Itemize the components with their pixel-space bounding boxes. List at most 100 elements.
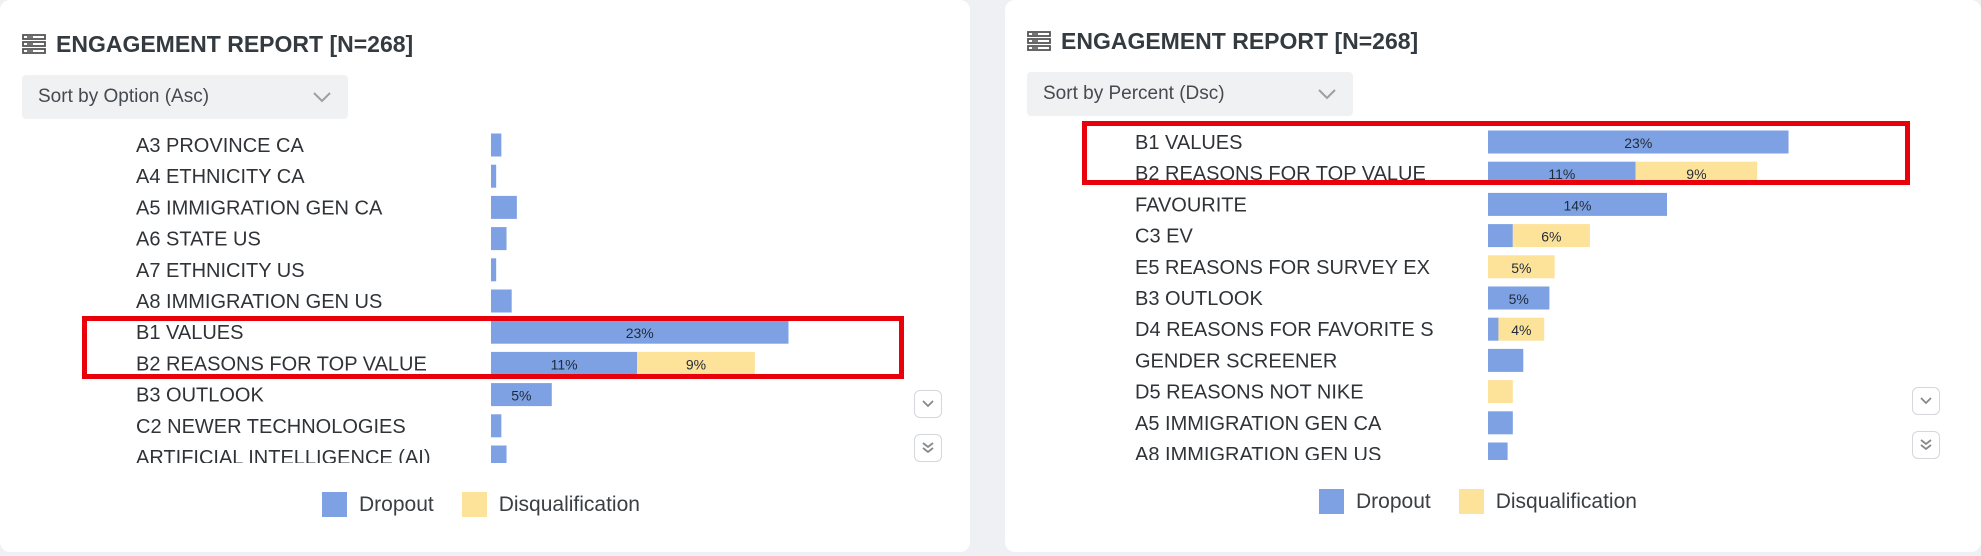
bar-value-label: 11% — [1548, 166, 1575, 182]
bar-dropout[interactable] — [491, 164, 497, 188]
panel-title-text: ENGAGEMENT REPORT [N=268] — [56, 30, 414, 57]
bar-dropout[interactable] — [491, 227, 507, 251]
chart-legend: Dropout Disqualification — [1319, 489, 1651, 514]
bar-value-label: 5% — [1511, 260, 1531, 276]
legend-label-dropout: Dropout — [359, 492, 434, 516]
legend-swatch-dropout — [322, 492, 347, 517]
bar-value-label: 5% — [1509, 291, 1529, 307]
category-label: B3 OUTLOOK — [136, 385, 264, 407]
bar-value-label: 5% — [511, 388, 531, 404]
bar-dropout[interactable] — [1488, 161, 1636, 185]
bar-chart-right: B1 VALUES 23% B2 REASONS FOR TOP VALUE 11% 9… — [1005, 122, 1981, 460]
legend-swatch-disqualification — [461, 492, 487, 517]
bar-dropout[interactable] — [491, 133, 502, 157]
bar-value-label: 9% — [686, 356, 706, 372]
category-label: A3 PROVINCE CA — [136, 135, 304, 157]
bar-disqualification[interactable] — [1635, 161, 1758, 185]
engagement-report-panel-left: ENGAGEMENT REPORT [N=268] Sort by Option… — [0, 0, 970, 552]
bar-dropout[interactable] — [1488, 442, 1508, 461]
bar-dropout[interactable] — [1488, 192, 1668, 216]
category-label: C2 NEWER TECHNOLOGIES — [136, 416, 406, 438]
bar-disqualification[interactable] — [1512, 224, 1590, 248]
legend-label-dropout: Dropout — [1356, 489, 1431, 513]
bar-dropout[interactable] — [491, 351, 638, 375]
legend-label-disqualification: Disqualification — [498, 492, 640, 516]
bar-dropout[interactable] — [491, 258, 497, 282]
category-label: A6 STATE US — [136, 229, 261, 251]
bar-disqualification[interactable] — [1498, 317, 1545, 341]
bar-dropout[interactable] — [491, 289, 512, 313]
sort-dropdown-value: Sort by Option (Asc) — [38, 86, 210, 107]
bar-dropout[interactable] — [491, 383, 552, 407]
bar-dropout[interactable] — [1488, 130, 1789, 154]
panel-title-text: ENGAGEMENT REPORT [N=268] — [1061, 27, 1419, 54]
double-chevron-down-icon — [1920, 439, 1932, 451]
category-label: FAVOURITE — [1135, 194, 1247, 216]
legend-item-disqualification[interactable]: Disqualification — [1458, 489, 1637, 514]
bar-value-label: 4% — [1511, 322, 1531, 338]
scroll-down-button[interactable] — [914, 390, 942, 418]
bar-dropout[interactable] — [491, 445, 507, 464]
category-label: D4 REASONS FOR FAVORITE S — [1135, 319, 1434, 341]
chevron-down-icon — [313, 92, 331, 103]
bar-dropout[interactable] — [491, 320, 789, 344]
legend-label-disqualification: Disqualification — [1495, 489, 1637, 513]
legend-item-dropout[interactable]: Dropout — [1319, 489, 1431, 514]
legend-swatch-dropout — [1319, 489, 1344, 514]
category-label: A5 IMMIGRATION GEN CA — [136, 197, 383, 219]
scroll-down-button[interactable] — [1912, 387, 1940, 415]
bar-chart-left: A3 PROVINCE CA A4 ETHNICITY CA A5 IMMIGRAT… — [0, 125, 970, 463]
bar-disqualification[interactable] — [637, 351, 755, 375]
category-label: B1 VALUES — [1135, 132, 1242, 154]
category-label: B3 OUTLOOK — [1135, 288, 1263, 310]
bar-value-label: 6% — [1541, 229, 1561, 245]
chevron-down-icon — [1920, 397, 1932, 405]
bar-chart-svg: B1 VALUES 23% B2 REASONS FOR TOP VALUE 11% 9… — [1135, 130, 1789, 461]
bar-dropout[interactable] — [491, 414, 502, 438]
category-label: B2 REASONS FOR TOP VALUE — [136, 353, 427, 375]
category-label: B1 VALUES — [136, 322, 243, 344]
panel-title: ENGAGEMENT REPORT [N=268] — [1027, 27, 1418, 55]
double-chevron-down-icon — [922, 442, 934, 454]
chevron-down-icon — [1318, 89, 1336, 100]
bar-dropout[interactable] — [1488, 348, 1524, 372]
chart-legend: Dropout Disqualification — [322, 492, 654, 517]
chevron-down-icon — [922, 400, 934, 408]
bar-value-label: 9% — [1686, 166, 1706, 182]
bar-value-label: 23% — [626, 325, 654, 341]
category-label: E5 REASONS FOR SURVEY EX — [1135, 257, 1430, 279]
category-label: ARTIFICIAL INTELLIGENCE (AI) — [136, 447, 431, 463]
bar-disqualification[interactable] — [1488, 380, 1513, 404]
legend-item-disqualification[interactable]: Disqualification — [461, 492, 640, 517]
bar-dropout[interactable] — [1488, 411, 1513, 435]
legend-item-dropout[interactable]: Dropout — [322, 492, 434, 517]
panel-title: ENGAGEMENT REPORT [N=268] — [22, 30, 413, 58]
bar-value-label: 14% — [1563, 197, 1591, 213]
sort-dropdown[interactable]: Sort by Percent (Dsc) — [1027, 72, 1353, 116]
bar-dropout[interactable] — [491, 195, 517, 219]
category-label: GENDER SCREENER — [1135, 350, 1337, 372]
category-label: A7 ETHNICITY US — [136, 260, 305, 282]
bar-value-label: 23% — [1624, 135, 1652, 151]
engagement-report-panel-right: ENGAGEMENT REPORT [N=268] Sort by Percen… — [1005, 0, 1981, 552]
bar-dropout[interactable] — [1488, 224, 1513, 248]
category-label: C3 EV — [1135, 226, 1193, 248]
category-label: A5 IMMIGRATION GEN CA — [1135, 413, 1382, 435]
sort-dropdown-value: Sort by Percent (Dsc) — [1043, 83, 1225, 104]
scroll-to-end-button[interactable] — [1912, 431, 1940, 459]
category-label: A4 ETHNICITY CA — [136, 166, 305, 188]
category-label: A8 IMMIGRATION GEN US — [1135, 444, 1381, 460]
legend-swatch-disqualification — [1458, 489, 1484, 514]
bar-disqualification[interactable] — [1488, 255, 1555, 279]
bar-dropout[interactable] — [1488, 286, 1550, 310]
scroll-to-end-button[interactable] — [914, 434, 942, 462]
category-label: A8 IMMIGRATION GEN US — [136, 291, 382, 313]
bar-chart-svg: A3 PROVINCE CA A4 ETHNICITY CA A5 IMMIGRAT… — [136, 133, 789, 464]
report-list-icon — [1027, 31, 1051, 51]
category-label: D5 REASONS NOT NIKE — [1135, 382, 1364, 404]
bar-value-label: 11% — [551, 356, 578, 372]
sort-dropdown[interactable]: Sort by Option (Asc) — [22, 75, 348, 119]
category-label: B2 REASONS FOR TOP VALUE — [1135, 163, 1426, 185]
report-list-icon — [22, 34, 46, 54]
bar-dropout[interactable] — [1488, 317, 1499, 341]
